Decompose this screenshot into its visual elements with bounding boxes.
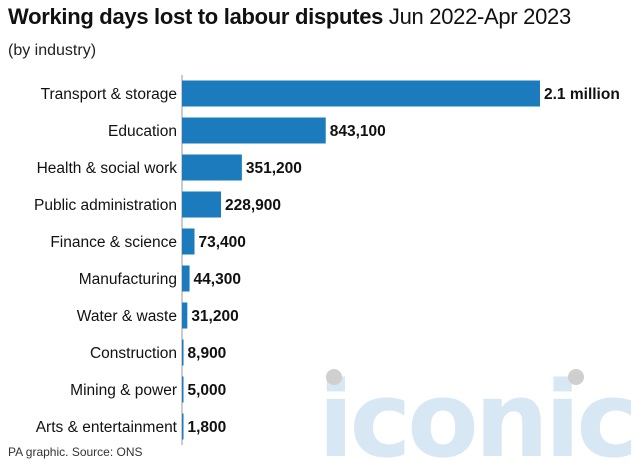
watermark-text: iconic: [318, 368, 634, 466]
category-label: Finance & science: [50, 234, 177, 251]
bar: [182, 117, 326, 144]
bar: [182, 376, 184, 403]
watermark-dot-left: [326, 369, 342, 385]
value-label: 1,800: [188, 419, 227, 436]
chart-title: Working days lost to labour disputes Jun…: [8, 4, 571, 30]
bar: [182, 80, 540, 107]
value-label: 843,100: [330, 123, 386, 140]
chart-subtitle: (by industry): [8, 42, 97, 59]
bar: [182, 191, 222, 218]
category-label: Water & waste: [77, 308, 177, 325]
category-label: Health & social work: [37, 160, 178, 177]
value-label: 228,900: [225, 197, 281, 214]
watermark-dot-right: [568, 369, 584, 385]
category-label: Mining & power: [70, 382, 177, 399]
iconic-watermark: iconic: [318, 368, 634, 466]
bar: [182, 228, 195, 255]
bar-chart: Transport & storage 2.1 million Education 8…: [34, 75, 620, 445]
category-label: Construction: [90, 345, 177, 362]
bar: [182, 413, 184, 440]
category-label: Public administration: [34, 197, 177, 214]
category-label: Manufacturing: [79, 271, 177, 288]
category-label: Education: [108, 123, 177, 140]
value-label: 8,900: [188, 345, 227, 362]
source-note: PA graphic. Source: ONS: [8, 445, 143, 459]
category-label: Transport & storage: [41, 86, 177, 103]
value-label: 44,300: [194, 271, 241, 288]
bar: [182, 265, 190, 292]
value-label: 31,200: [191, 308, 238, 325]
title-main: Working days lost to labour disputes: [8, 4, 384, 29]
title-period: Jun 2022-Apr 2023: [388, 4, 571, 29]
bar: [182, 302, 188, 329]
bar: [182, 339, 184, 366]
bar: [182, 154, 242, 181]
value-label: 73,400: [199, 234, 246, 251]
value-label: 5,000: [188, 382, 227, 399]
value-label: 351,200: [246, 160, 302, 177]
category-label: Arts & entertainment: [36, 419, 178, 436]
value-label: 2.1 million: [544, 86, 620, 103]
